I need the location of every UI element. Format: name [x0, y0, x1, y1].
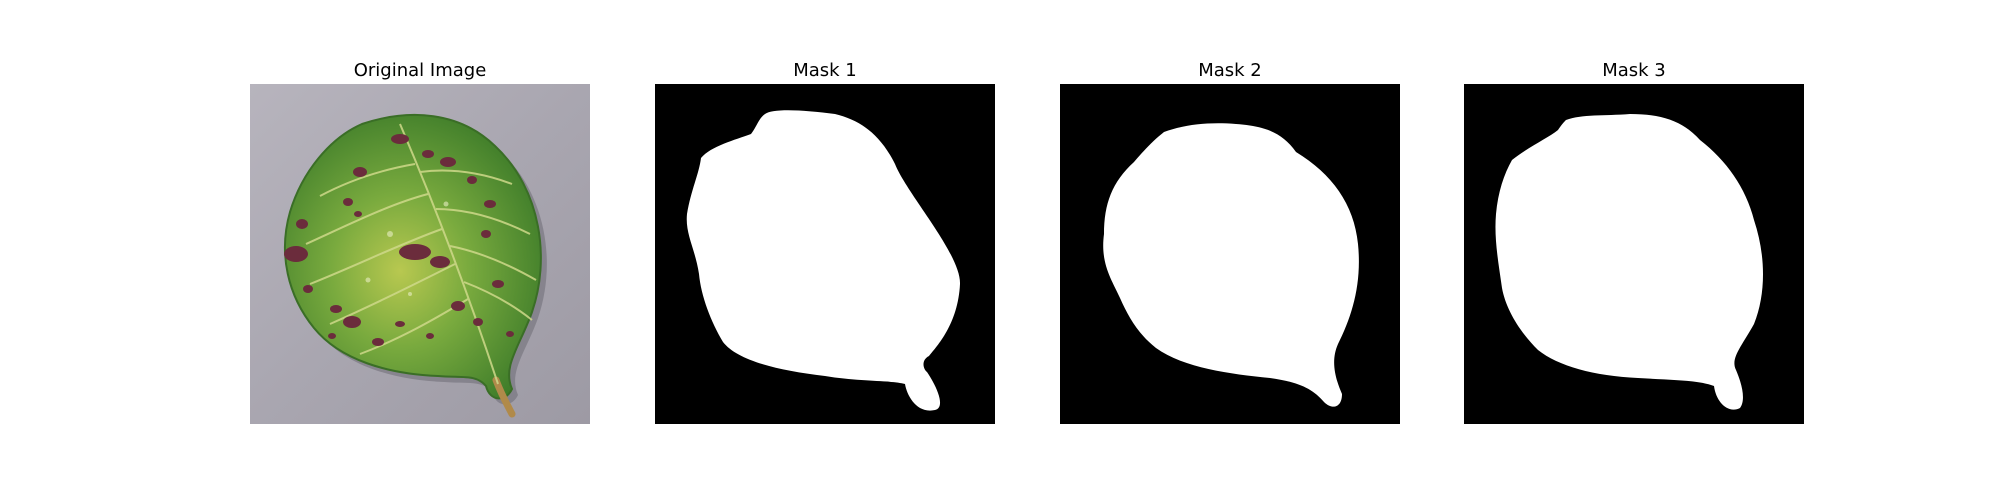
leaf-highlights [365, 201, 449, 296]
mask-1-panel: Mask 1 [655, 58, 995, 424]
leaf-spots [284, 134, 514, 346]
mask-1-frame [655, 84, 995, 424]
leaf-veins [305, 123, 537, 385]
mask-3-image [1464, 84, 1804, 424]
mask-2-image [1060, 84, 1400, 424]
mask-1-image [655, 84, 995, 424]
mask-1-fragment [919, 330, 923, 342]
original-image-frame [250, 84, 590, 424]
mask-3-frame [1464, 84, 1804, 424]
mask-3-title: Mask 3 [1602, 60, 1666, 81]
mask-3-foreground [1495, 114, 1763, 410]
mask-2-foreground [1103, 123, 1359, 407]
original-image-title: Original Image [353, 60, 487, 81]
mask-1-title: Mask 1 [793, 60, 857, 81]
mask-2-title: Mask 2 [1198, 60, 1262, 81]
mask-2-frame [1060, 84, 1400, 424]
original-image-panel: Original Image [250, 58, 590, 424]
mask-3-panel: Mask 3 [1464, 58, 1804, 424]
leaf-photo [250, 84, 590, 424]
mask-1-foreground [686, 110, 961, 411]
mask-2-panel: Mask 2 [1060, 58, 1400, 424]
